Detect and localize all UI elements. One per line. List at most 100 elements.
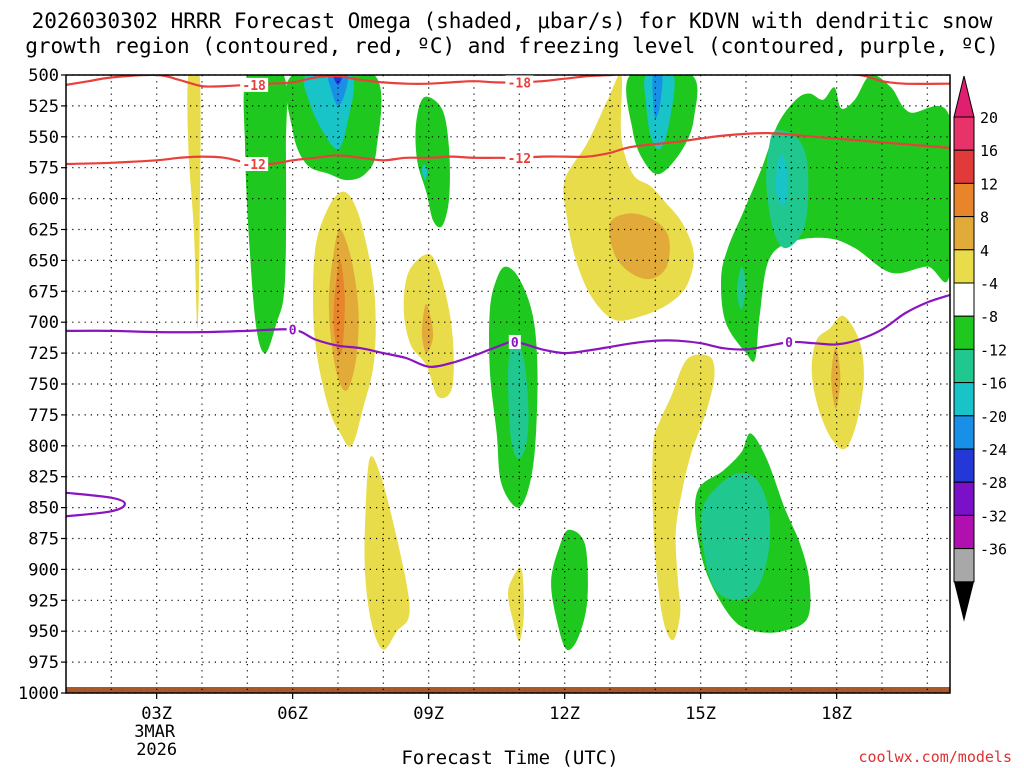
omega-region-23	[736, 266, 746, 310]
colorbar-label: -24	[980, 441, 1007, 459]
dgz-label-bg	[505, 75, 534, 90]
colorbar-swatch	[953, 415, 975, 450]
colorbar-label: 20	[980, 109, 998, 127]
colorbar-swatch	[953, 514, 975, 550]
gridlines	[66, 74, 950, 694]
xtick-label: 06Z	[277, 704, 308, 724]
colorbar-label: -8	[980, 308, 998, 326]
omega-region-22	[775, 154, 788, 206]
freezing-contour-label: 0	[289, 324, 297, 339]
ytick-label: 575	[28, 159, 59, 179]
freezing-label-bg	[508, 334, 521, 349]
ytick-label: 550	[28, 128, 59, 148]
freezing-label-bg	[286, 322, 299, 337]
dgz-contour-0	[66, 75, 950, 88]
omega-region-4	[327, 75, 349, 106]
colorbar-swatch	[953, 481, 975, 516]
colorbar-label: 4	[980, 242, 989, 260]
omega-shading	[187, 75, 950, 651]
ytick-label: 675	[28, 282, 59, 302]
colorbar-label: -12	[980, 341, 1007, 359]
ytick-label: 650	[28, 251, 59, 271]
xtick-label: 03Z	[141, 704, 172, 724]
credit-text: coolwx.com/models	[858, 748, 1012, 766]
dgz-contour-label: -12	[508, 152, 531, 167]
dgz-contour-label: -18	[508, 76, 532, 91]
colorbar-swatch	[953, 249, 975, 284]
dgz-contour-label: -18	[242, 79, 266, 94]
xtick-label: 18Z	[821, 704, 852, 724]
ytick-label: 975	[28, 653, 59, 673]
freezing-contour-label: 0	[511, 336, 519, 351]
y-axis-ticks: 500 525 550 575 600 625 650 675 700 725 750 775 800 8…	[18, 66, 66, 704]
colorbar-swatch	[953, 216, 975, 251]
freezing-contour-0	[66, 293, 950, 368]
omega-region-24	[652, 354, 715, 641]
omega-region-28	[831, 346, 841, 409]
ytick-label: 625	[28, 221, 59, 241]
xtick-label: 15Z	[685, 704, 716, 724]
ytick-label: 850	[28, 499, 59, 519]
colorbar-bottom-arrow	[954, 581, 974, 622]
xtick-year: 2026	[136, 740, 177, 760]
freezing-contour-1	[66, 491, 127, 518]
dgz-label-bg	[505, 150, 534, 165]
xtick-date: 3MAR	[134, 722, 176, 742]
colorbar-top-arrow	[953, 75, 975, 118]
contour-labels: -18 -18 -12 -12 0 0 0	[240, 75, 796, 351]
colorbar-swatch	[953, 348, 975, 384]
omega-region-14	[508, 334, 529, 459]
omega-region-1	[243, 75, 288, 354]
x-axis-label: Forecast Time (UTC)	[401, 747, 618, 768]
colorbar-label: -28	[980, 474, 1007, 492]
omega-region-12	[421, 303, 434, 354]
dgz-contour-label: -12	[242, 158, 265, 173]
ytick-label: 875	[28, 530, 59, 550]
ytick-label: 800	[28, 437, 59, 457]
chart-title-line-1: 2026030302 HRRR Forecast Omega (shaded, …	[32, 9, 993, 33]
omega-region-8	[333, 260, 345, 356]
colorbar-label: -4	[980, 275, 998, 293]
colorbar-label: -20	[980, 408, 1007, 426]
xtick-label: 12Z	[549, 704, 580, 724]
ytick-label: 775	[28, 406, 59, 426]
surface-band	[66, 687, 950, 693]
ytick-label: 925	[28, 591, 59, 611]
ytick-label: 525	[28, 97, 59, 117]
colorbar-swatch	[953, 315, 975, 350]
omega-region-18	[644, 75, 675, 150]
colorbar-swatch	[953, 149, 975, 184]
colorbar-swatch	[953, 548, 975, 583]
ytick-label: 825	[28, 468, 59, 488]
ytick-label: 1000	[18, 684, 59, 704]
colorbar: 20 16 12 8 4 -4 -8 -12 -16 -20 -24 -28 -32 -36	[953, 75, 1007, 622]
omega-region-19	[652, 75, 663, 119]
dgz-label-bg	[240, 156, 269, 171]
omega-region-26	[701, 472, 771, 601]
omega-region-9	[415, 96, 450, 228]
colorbar-swatch	[953, 382, 975, 417]
ytick-label: 700	[28, 313, 59, 333]
colorbar-swatch	[953, 448, 975, 483]
contours	[66, 75, 950, 518]
ytick-label: 900	[28, 560, 59, 580]
ytick-label: 950	[28, 622, 59, 642]
colorbar-label: 12	[980, 175, 998, 193]
omega-region-0	[187, 75, 201, 329]
ytick-label: 725	[28, 344, 59, 364]
dgz-label-bg	[240, 77, 269, 92]
dgz-contour-1	[66, 131, 950, 166]
chart-title-line-2: growth region (contoured, red, ºC) and f…	[25, 34, 999, 58]
xtick-label: 09Z	[413, 704, 444, 724]
omega-region-29	[364, 456, 410, 650]
ytick-label: 750	[28, 375, 59, 395]
omega-region-31	[508, 567, 524, 642]
colorbar-swatch	[953, 282, 975, 317]
colorbar-label: -32	[980, 507, 1007, 525]
colorbar-label: -16	[980, 375, 1007, 393]
colorbar-label: 8	[980, 209, 989, 227]
ytick-label: 500	[28, 66, 59, 86]
freezing-label-bg	[783, 334, 796, 349]
